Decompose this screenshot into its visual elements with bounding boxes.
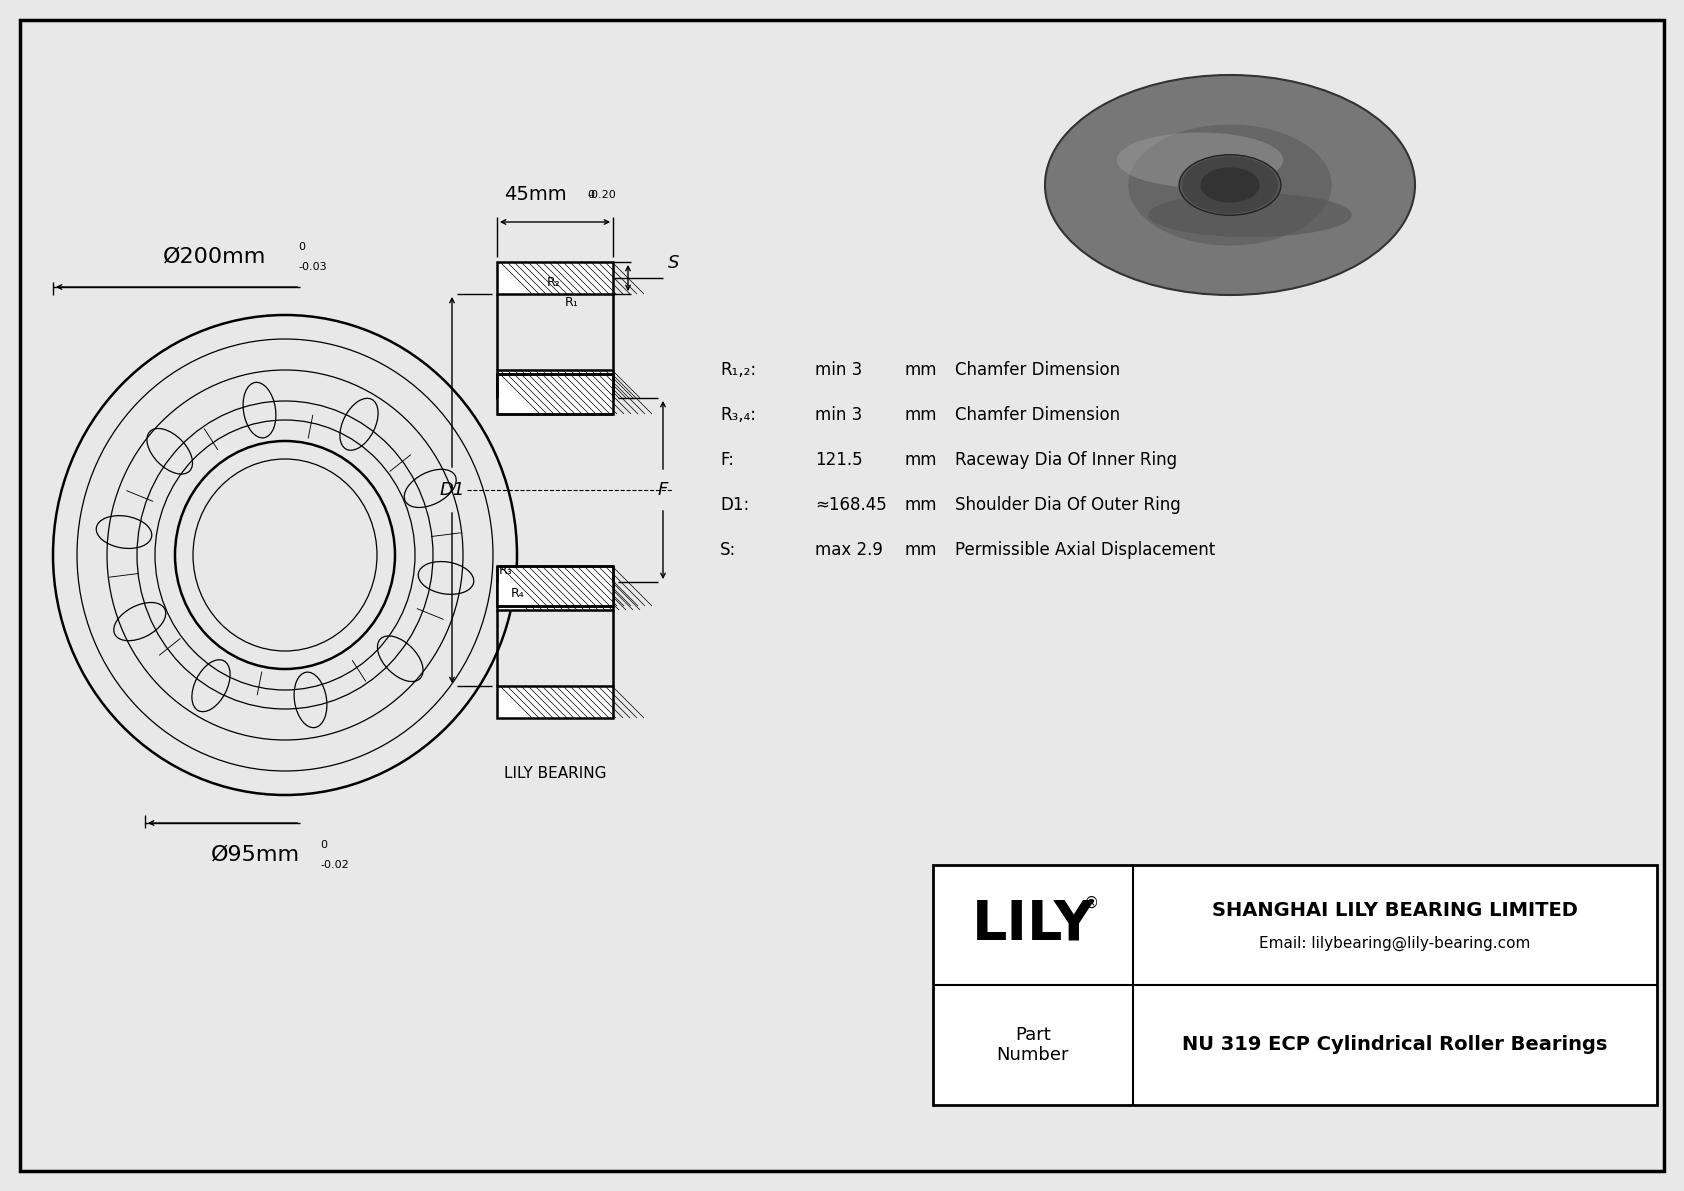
Text: mm: mm — [904, 406, 938, 424]
Text: Permissible Axial Displacement: Permissible Axial Displacement — [955, 541, 1216, 559]
Bar — [497, 262, 613, 294]
Ellipse shape — [1182, 156, 1278, 213]
Text: 45mm: 45mm — [504, 185, 566, 204]
Text: D1:: D1: — [721, 495, 749, 515]
Text: max 2.9: max 2.9 — [815, 541, 882, 559]
Text: Part
Number: Part Number — [997, 1025, 1069, 1065]
Text: -0.02: -0.02 — [320, 860, 349, 869]
Text: 0: 0 — [298, 242, 305, 252]
Ellipse shape — [1179, 155, 1282, 216]
Bar — [497, 686, 613, 718]
Text: S: S — [669, 254, 679, 272]
Text: D1: D1 — [440, 481, 465, 499]
Text: SHANGHAI LILY BEARING LIMITED: SHANGHAI LILY BEARING LIMITED — [1212, 900, 1578, 919]
Ellipse shape — [1046, 75, 1415, 295]
Text: Chamfer Dimension: Chamfer Dimension — [955, 406, 1120, 424]
Bar — [497, 374, 613, 414]
Text: R₃,₄:: R₃,₄: — [721, 406, 756, 424]
Text: F: F — [658, 481, 669, 499]
Text: Chamfer Dimension: Chamfer Dimension — [955, 361, 1120, 379]
Text: -0.03: -0.03 — [298, 262, 327, 272]
Ellipse shape — [1201, 168, 1260, 202]
Text: R₁,₂:: R₁,₂: — [721, 361, 756, 379]
Text: Ø200mm: Ø200mm — [163, 247, 266, 267]
Text: 121.5: 121.5 — [815, 451, 862, 469]
Bar — [497, 566, 613, 606]
Text: 0: 0 — [588, 191, 594, 200]
Text: LILY: LILY — [972, 898, 1095, 952]
Text: LILY BEARING: LILY BEARING — [504, 766, 606, 780]
Text: min 3: min 3 — [815, 361, 862, 379]
Text: Raceway Dia Of Inner Ring: Raceway Dia Of Inner Ring — [955, 451, 1177, 469]
Bar — [497, 582, 613, 610]
Text: R₄: R₄ — [510, 587, 525, 600]
Text: R₃: R₃ — [498, 565, 512, 576]
Text: mm: mm — [904, 541, 938, 559]
Text: ≈168.45: ≈168.45 — [815, 495, 887, 515]
Ellipse shape — [1128, 125, 1332, 245]
Ellipse shape — [1116, 132, 1283, 187]
Text: NU 319 ECP Cylindrical Roller Bearings: NU 319 ECP Cylindrical Roller Bearings — [1182, 1035, 1608, 1054]
Text: mm: mm — [904, 451, 938, 469]
Text: R₁: R₁ — [566, 297, 579, 308]
Ellipse shape — [1148, 193, 1352, 237]
Text: Email: lilybearing@lily-bearing.com: Email: lilybearing@lily-bearing.com — [1260, 935, 1531, 950]
Text: ®: ® — [1083, 896, 1098, 910]
Text: mm: mm — [904, 361, 938, 379]
Bar — [497, 370, 613, 398]
Text: Ø95mm: Ø95mm — [210, 844, 300, 865]
Text: S:: S: — [721, 541, 736, 559]
Text: 0: 0 — [320, 840, 327, 850]
Bar — [933, 865, 1657, 1105]
Text: min 3: min 3 — [815, 406, 862, 424]
Text: -0.20: -0.20 — [588, 191, 616, 200]
Text: F:: F: — [721, 451, 734, 469]
Text: R₂: R₂ — [547, 276, 561, 289]
Text: mm: mm — [904, 495, 938, 515]
Text: Shoulder Dia Of Outer Ring: Shoulder Dia Of Outer Ring — [955, 495, 1180, 515]
